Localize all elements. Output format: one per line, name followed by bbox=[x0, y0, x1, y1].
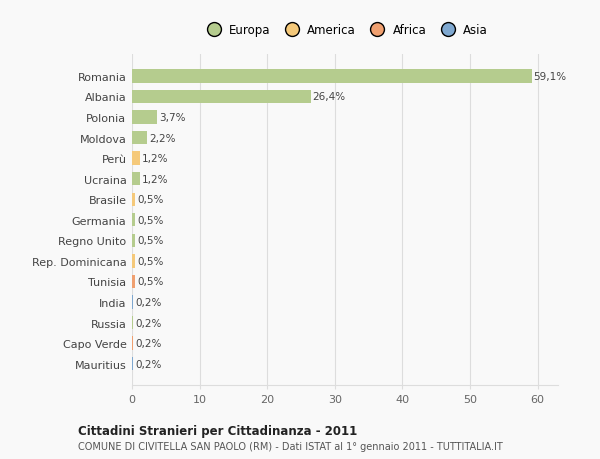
Text: 0,5%: 0,5% bbox=[137, 236, 164, 246]
Text: 0,2%: 0,2% bbox=[136, 318, 162, 328]
Text: 0,2%: 0,2% bbox=[136, 338, 162, 348]
Bar bbox=[132, 132, 147, 145]
Text: 0,2%: 0,2% bbox=[136, 297, 162, 308]
Bar bbox=[132, 173, 140, 186]
Bar bbox=[132, 296, 133, 309]
Text: 1,2%: 1,2% bbox=[142, 174, 169, 185]
Text: Cittadini Stranieri per Cittadinanza - 2011: Cittadini Stranieri per Cittadinanza - 2… bbox=[78, 424, 357, 437]
Text: COMUNE DI CIVITELLA SAN PAOLO (RM) - Dati ISTAT al 1° gennaio 2011 - TUTTITALIA.: COMUNE DI CIVITELLA SAN PAOLO (RM) - Dat… bbox=[78, 441, 503, 451]
Bar bbox=[132, 275, 136, 289]
Text: 26,4%: 26,4% bbox=[313, 92, 346, 102]
Text: 2,2%: 2,2% bbox=[149, 133, 175, 143]
Bar bbox=[132, 111, 157, 124]
Bar bbox=[132, 70, 532, 84]
Bar bbox=[132, 193, 136, 207]
Text: 0,5%: 0,5% bbox=[137, 195, 164, 205]
Bar bbox=[132, 213, 136, 227]
Bar bbox=[132, 90, 311, 104]
Bar bbox=[132, 316, 133, 330]
Bar bbox=[132, 234, 136, 247]
Text: 0,5%: 0,5% bbox=[137, 256, 164, 266]
Bar bbox=[132, 255, 136, 268]
Text: 1,2%: 1,2% bbox=[142, 154, 169, 164]
Text: 0,5%: 0,5% bbox=[137, 215, 164, 225]
Text: 3,7%: 3,7% bbox=[159, 113, 185, 123]
Bar bbox=[132, 152, 140, 165]
Text: 59,1%: 59,1% bbox=[533, 72, 567, 82]
Text: 0,2%: 0,2% bbox=[136, 359, 162, 369]
Legend: Europa, America, Africa, Asia: Europa, America, Africa, Asia bbox=[200, 21, 490, 39]
Bar bbox=[132, 357, 133, 370]
Text: 0,5%: 0,5% bbox=[137, 277, 164, 287]
Bar bbox=[132, 337, 133, 350]
